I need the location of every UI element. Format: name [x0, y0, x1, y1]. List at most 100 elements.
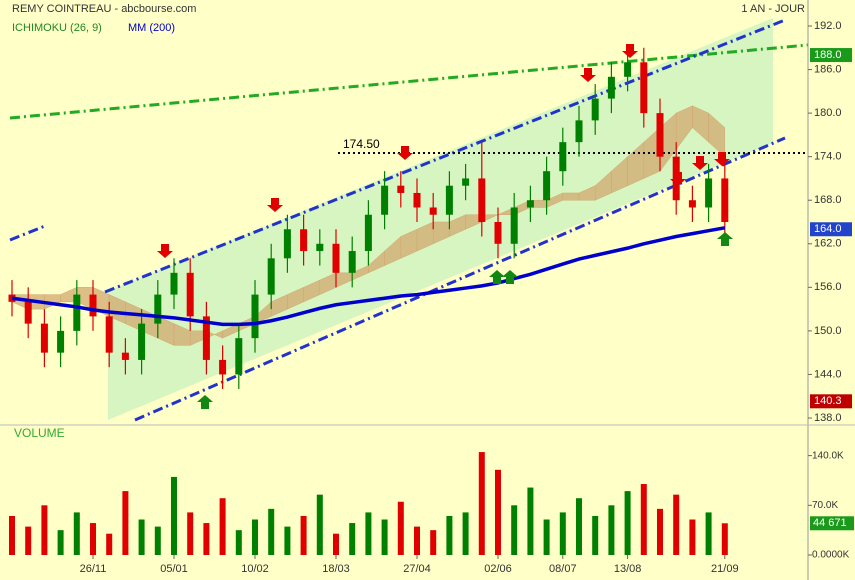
candle-body: [40, 323, 48, 353]
y-tick-label: 174.0: [814, 151, 842, 163]
volume-bar: [592, 515, 599, 555]
volume-bar: [268, 508, 275, 555]
price-tag: [810, 222, 852, 237]
candle-body: [526, 200, 534, 208]
mm-legend: MM (200): [128, 22, 175, 34]
volume-bar: [9, 515, 15, 555]
candle-body: [283, 229, 291, 259]
candle-body: [235, 338, 243, 375]
candle-body: [121, 352, 129, 360]
candle-body: [510, 207, 518, 244]
price-tag-label: 188.0: [814, 49, 842, 61]
level-label: 174.50: [343, 137, 380, 151]
volume-bar: [365, 512, 372, 555]
volume-bar: [543, 519, 550, 555]
y-tick-label: 0.0000K: [812, 550, 850, 561]
candle-body: [154, 294, 162, 324]
volume-bar: [73, 512, 80, 555]
volume-title: VOLUME: [14, 426, 65, 440]
volume-bar: [478, 452, 485, 555]
channel-upper: [104, 18, 786, 294]
volume-bar: [252, 519, 258, 555]
signal-arrow-up: [502, 270, 518, 284]
candle-body: [591, 98, 599, 121]
candle-body: [429, 207, 437, 215]
signal-arrow-down: [714, 152, 730, 166]
volume-bar: [462, 512, 469, 555]
mm200-line: [11, 226, 726, 327]
volume-bar: [235, 530, 242, 555]
volume-tag: [810, 516, 854, 531]
volume-bar: [90, 523, 96, 555]
ichimoku-legend: ICHIMOKU (26, 9): [12, 22, 102, 34]
signal-arrow-down: [622, 44, 638, 58]
candle-body: [381, 185, 389, 215]
candle-body: [219, 359, 227, 375]
y-tick-label: 156.0: [814, 281, 842, 293]
candle-body: [656, 113, 664, 157]
chart-title: REMY COINTREAU - abcbourse.com: [12, 3, 196, 15]
signal-arrow-up: [489, 270, 505, 284]
volume-bar: [705, 512, 712, 555]
x-tick-label: 02/06: [484, 563, 512, 575]
volume-bar: [106, 533, 113, 555]
price-tag-label: 140.3: [814, 395, 842, 407]
candle-body: [640, 62, 648, 114]
candle-body: [445, 185, 453, 215]
volume-bar: [122, 491, 129, 555]
volume-bar: [511, 505, 518, 555]
candle-body: [202, 316, 210, 360]
y-tick-label: 168.0: [814, 194, 842, 206]
candle-body: [251, 294, 259, 339]
y-tick-label: 144.0: [814, 368, 842, 380]
y-tick-label: 162.0: [814, 238, 842, 250]
candle-body: [413, 192, 421, 208]
volume-bar: [203, 523, 210, 555]
volume-bar: [414, 526, 420, 555]
volume-bar: [187, 512, 194, 555]
volume-bar: [381, 519, 388, 555]
price-tag: [810, 48, 852, 63]
candle-body: [105, 316, 113, 353]
volume-bar: [349, 523, 356, 555]
volume-bar: [527, 487, 534, 555]
period: 1 AN - JOUR: [741, 3, 805, 15]
x-tick-label: 27/04: [403, 563, 431, 575]
candle-body: [348, 251, 356, 273]
volume-bar: [689, 519, 696, 555]
volume-bar: [316, 494, 323, 555]
y-tick-label: 70.0K: [812, 500, 838, 511]
volume-bar: [41, 505, 48, 555]
signal-arrow-down: [692, 156, 708, 170]
candle-body: [364, 214, 372, 252]
signal-arrow-up: [197, 395, 213, 409]
candle-body: [624, 62, 632, 77]
x-tick-label: 26/11: [80, 563, 107, 575]
volume-bar: [608, 505, 615, 555]
volume-bar: [300, 515, 307, 555]
x-tick-label: 18/03: [322, 563, 350, 575]
signal-arrow-down: [267, 198, 283, 212]
candle-body: [24, 301, 32, 324]
price-tag-label: 164.0: [814, 223, 842, 235]
x-tick-label: 10/02: [241, 563, 269, 575]
volume-bar: [640, 484, 647, 555]
signal-arrow-down: [157, 244, 173, 258]
trend-line: [9, 43, 809, 120]
candle-body: [138, 323, 146, 360]
candle-body: [73, 294, 81, 331]
y-tick-label: 150.0: [814, 325, 842, 337]
volume-bar: [446, 515, 453, 555]
volume-bar: [25, 526, 32, 555]
signal-arrow-down: [397, 146, 413, 160]
candle-body: [688, 200, 696, 208]
volume-bar: [154, 526, 161, 555]
candle-body: [575, 120, 583, 143]
volume-bar: [495, 469, 501, 555]
volume-bar: [721, 523, 728, 555]
candle-body: [186, 272, 194, 317]
price-tag: [810, 394, 852, 409]
volume-tag-label: 44 671: [813, 517, 847, 529]
